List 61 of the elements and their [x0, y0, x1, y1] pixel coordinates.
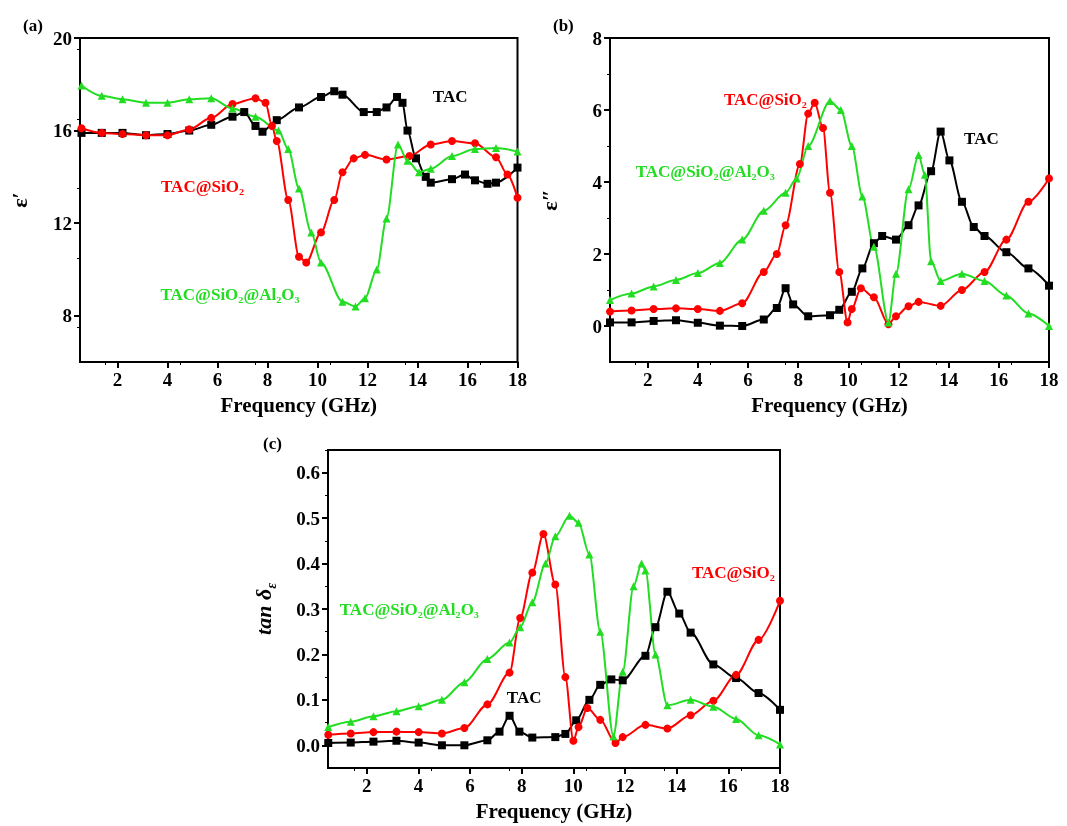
x-tick-label: 10	[838, 369, 858, 390]
x-tick-label: 18	[508, 369, 527, 390]
y-tick-label: 0.0	[296, 734, 320, 756]
series-label: TAC@SiO₂	[691, 563, 775, 583]
y-tick-label: 2	[592, 243, 602, 265]
chart-title: (c)	[263, 434, 282, 453]
x-tick-label: 6	[743, 369, 753, 390]
series-label: TAC	[432, 86, 468, 106]
x-tick-label: 6	[465, 775, 475, 796]
x-tick-label: 2	[642, 369, 653, 390]
x-tick-label: 10	[308, 369, 327, 390]
y-tick-label: 0.5	[296, 507, 320, 529]
x-tick-label: 2	[112, 369, 123, 390]
x-tick-label: 12	[358, 369, 377, 390]
text: TAC@SiO₂@Al₂O₃	[339, 599, 479, 619]
x-tick-label: 14	[939, 369, 959, 390]
y-tick-label: 16	[53, 120, 72, 142]
y-tick-label: 0.1	[296, 689, 320, 711]
series-label: TAC	[506, 688, 542, 708]
x-axis-title: Frequency (GHz)	[475, 798, 633, 823]
x-tick-label: 8	[262, 369, 273, 390]
series-label: TAC@SiO₂	[723, 89, 807, 109]
series-label: TAC	[964, 129, 999, 149]
x-tick-label: 2	[361, 775, 372, 796]
x-axis-title: Frequency (GHz)	[751, 392, 908, 417]
y-tick-label: 8	[62, 305, 72, 327]
x-tick-label: 16	[718, 775, 738, 796]
y-tick-label: 0	[592, 315, 602, 337]
chart-title: (a)	[23, 16, 43, 35]
x-tick-label: 4	[693, 369, 704, 390]
x-tick-label: 18	[770, 775, 790, 796]
x-tick-label: 12	[888, 369, 908, 390]
y-tick-label: 12	[53, 212, 72, 234]
y-tick-label: 0.2	[296, 643, 320, 665]
x-axis-title: Frequency (GHz)	[220, 392, 377, 417]
x-tick-label: 4	[413, 775, 424, 796]
y-tick-label: 6	[592, 99, 602, 121]
y-tick-label: 0.3	[296, 598, 320, 620]
y-tick-label: 4	[592, 171, 603, 193]
x-tick-label: 14	[667, 775, 687, 796]
y-tick-label: 20	[53, 27, 72, 49]
series-label: TAC@SiO₂@Al₂O₃	[635, 161, 775, 181]
x-tick-label: 14	[408, 369, 428, 390]
x-tick-label: 10	[563, 775, 583, 796]
text: TAC@SiO₂	[161, 176, 244, 196]
x-tick-label: 12	[615, 775, 635, 796]
y-axis-title: ε″	[536, 189, 562, 211]
x-tick-label: 8	[793, 369, 803, 390]
y-axis-title: ε′	[6, 192, 32, 208]
x-tick-label: 4	[162, 369, 173, 390]
x-tick-label: 16	[458, 369, 477, 390]
x-tick-label: 18	[1039, 369, 1059, 390]
y-tick-label: 0.4	[296, 553, 321, 575]
y-tick-label: 8	[592, 27, 602, 49]
y-tick-label: 0.6	[296, 462, 320, 484]
x-tick-label: 8	[516, 775, 527, 796]
x-tick-label: 6	[212, 369, 223, 390]
series-label: TAC@SiO₂@Al₂O₃	[160, 285, 300, 305]
chart-title: (b)	[553, 16, 574, 35]
x-tick-label: 16	[989, 369, 1009, 390]
y-axis-title: tan δε	[250, 582, 279, 635]
